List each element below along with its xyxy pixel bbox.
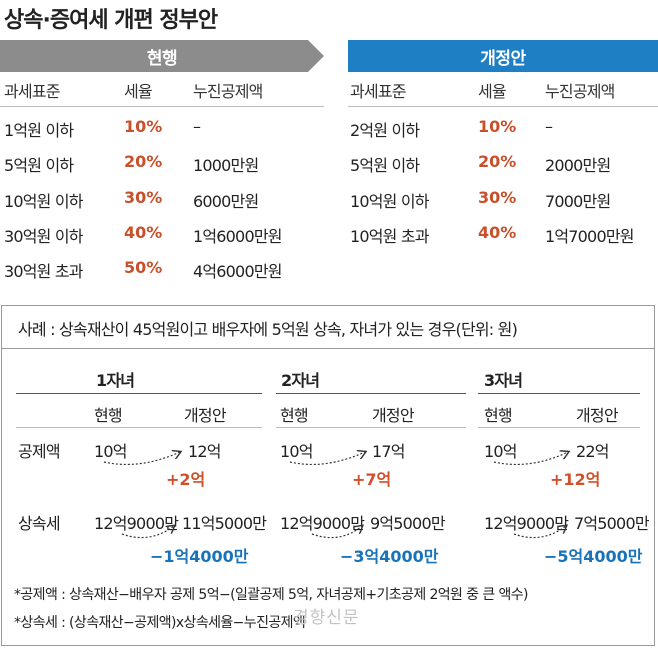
table-cell: 30억원 초과	[4, 262, 84, 281]
rate-cell: 30%	[478, 188, 517, 207]
column-header-deduction: 누진공제액	[545, 82, 615, 101]
note-tax: *상속세 : (상속재산−공제액)x상속세율−누진공제액	[14, 615, 306, 631]
table-cell: 1000만원	[193, 156, 259, 175]
sub-header-proposal: 개정안	[576, 406, 619, 425]
table-cell: 4억6000만원	[193, 262, 282, 281]
row-label-tax: 상속세	[18, 514, 61, 533]
table-cell: 10억원 이하	[350, 192, 430, 211]
arrow-icon	[289, 452, 365, 466]
case-study-box	[1, 305, 655, 646]
proposal-header: 개정안	[348, 40, 658, 72]
deduction-current: 10억	[484, 442, 517, 461]
rate-cell: 20%	[478, 152, 517, 171]
rate-cell: 10%	[478, 117, 517, 136]
arrow-icon	[493, 452, 568, 466]
table-cell: 10억원 초과	[350, 227, 430, 246]
deduction-current: 10억	[280, 442, 313, 461]
deduction-proposal: 17억	[372, 442, 405, 461]
case-title: 사례 : 상속재산이 45억원이고 배우자에 5억원 상속, 자녀가 있는 경우…	[18, 320, 518, 339]
note-deduction: *공제액 : 상속재산−배우자 공제 5억−(일괄공제 5억, 자녀공제+기초공…	[14, 587, 528, 603]
arrow-icon	[311, 526, 362, 539]
watermark: 경향신문	[293, 608, 360, 628]
page-title: 상속·증여세 개편 정부안	[4, 8, 218, 33]
sub-header-current: 현행	[94, 406, 123, 425]
table-cell: 2억원 이하	[350, 121, 420, 140]
deduction-proposal: 12억	[188, 442, 221, 461]
tax-current: 12억9000만	[94, 514, 179, 533]
deduction-diff: +12억	[550, 470, 601, 489]
deduction-proposal: 22억	[576, 442, 609, 461]
group-header-3: 3자녀	[484, 371, 523, 390]
rate-cell: 40%	[124, 223, 163, 242]
sub-header-current: 현행	[484, 406, 513, 425]
rate-cell: 30%	[124, 188, 163, 207]
row-label-deduction: 공제액	[18, 442, 61, 461]
tax-proposal: 7억5000만	[574, 514, 650, 533]
tax-proposal: 9억5000만	[370, 514, 446, 533]
table-cell: 1억6000만원	[193, 227, 282, 246]
arrow-icon	[513, 526, 566, 539]
column-header-bracket: 과세표준	[350, 82, 406, 101]
table-cell: 2000만원	[545, 156, 611, 175]
rate-cell: 10%	[124, 117, 163, 136]
table-cell: –	[193, 117, 201, 136]
rate-cell: 50%	[124, 258, 163, 277]
tax-current: 12억9000만	[280, 514, 365, 533]
table-cell: 7000만원	[545, 192, 611, 211]
current-header: 현행	[0, 40, 324, 72]
tax-diff: −1억4000만	[150, 547, 249, 566]
column-header-bracket: 과세표준	[4, 82, 60, 101]
sub-header-proposal: 개정안	[372, 406, 415, 425]
column-header-rate: 세율	[478, 82, 507, 101]
table-cell: 30억원 이하	[4, 227, 84, 246]
deduction-current: 10억	[94, 442, 127, 461]
group-header-2: 2자녀	[281, 371, 320, 390]
group-header-1: 1자녀	[96, 371, 135, 390]
arrow-icon	[121, 526, 174, 539]
table-cell: 5억원 이하	[4, 156, 74, 175]
sub-header-current: 현행	[280, 406, 309, 425]
deduction-diff: +7억	[352, 470, 392, 489]
column-header-deduction: 누진공제액	[193, 82, 263, 101]
tax-diff: −3억4000만	[340, 547, 439, 566]
rate-cell: 40%	[478, 223, 517, 242]
tax-current: 12억9000만	[484, 514, 569, 533]
deduction-diff: +2억	[166, 470, 206, 489]
table-cell: 5억원 이하	[350, 156, 420, 175]
table-cell: 1억7000만원	[545, 227, 634, 246]
arrow-icon	[103, 452, 180, 466]
table-cell: 6000만원	[193, 192, 259, 211]
rate-cell: 20%	[124, 152, 163, 171]
column-header-rate: 세율	[124, 82, 153, 101]
sub-header-proposal: 개정안	[184, 406, 227, 425]
table-cell: –	[545, 117, 553, 136]
table-cell: 10억원 이하	[4, 192, 84, 211]
table-cell: 1억원 이하	[4, 121, 74, 140]
tax-proposal: 11억5000만	[182, 514, 267, 533]
tax-diff: −5억4000만	[544, 547, 643, 566]
